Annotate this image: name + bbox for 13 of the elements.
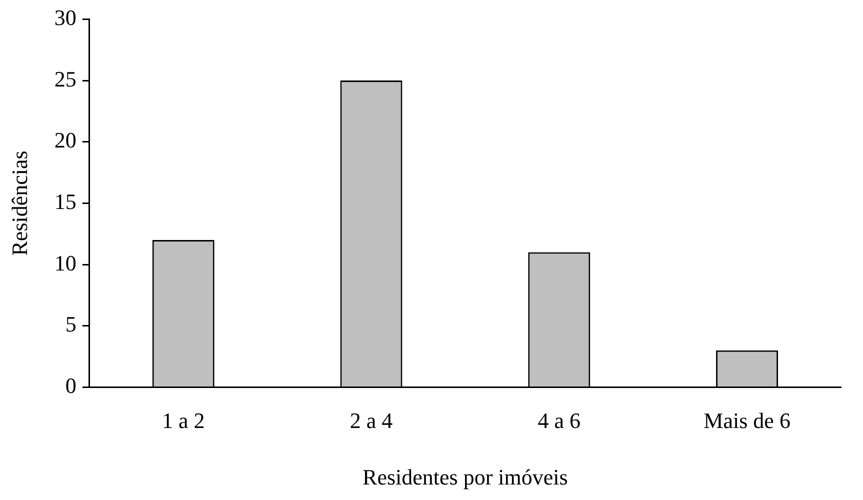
y-tick-label: 10 bbox=[54, 250, 76, 276]
x-tick-label: 2 a 4 bbox=[350, 408, 393, 434]
y-tick-label: 0 bbox=[65, 372, 76, 398]
y-tick-label: 5 bbox=[65, 312, 76, 337]
y-axis-title: Residências bbox=[6, 150, 32, 256]
y-tick-label: 20 bbox=[54, 128, 76, 153]
x-tick-label: 1 a 2 bbox=[162, 408, 205, 434]
y-tick-label: 30 bbox=[54, 4, 76, 30]
x-tick-label: 4 a 6 bbox=[538, 408, 581, 434]
x-axis-title: Residentes por imóveis bbox=[362, 464, 568, 490]
y-tick-label: 25 bbox=[54, 66, 76, 92]
y-tick-label: 15 bbox=[54, 188, 76, 214]
x-tick-label: Mais de 6 bbox=[704, 408, 790, 434]
